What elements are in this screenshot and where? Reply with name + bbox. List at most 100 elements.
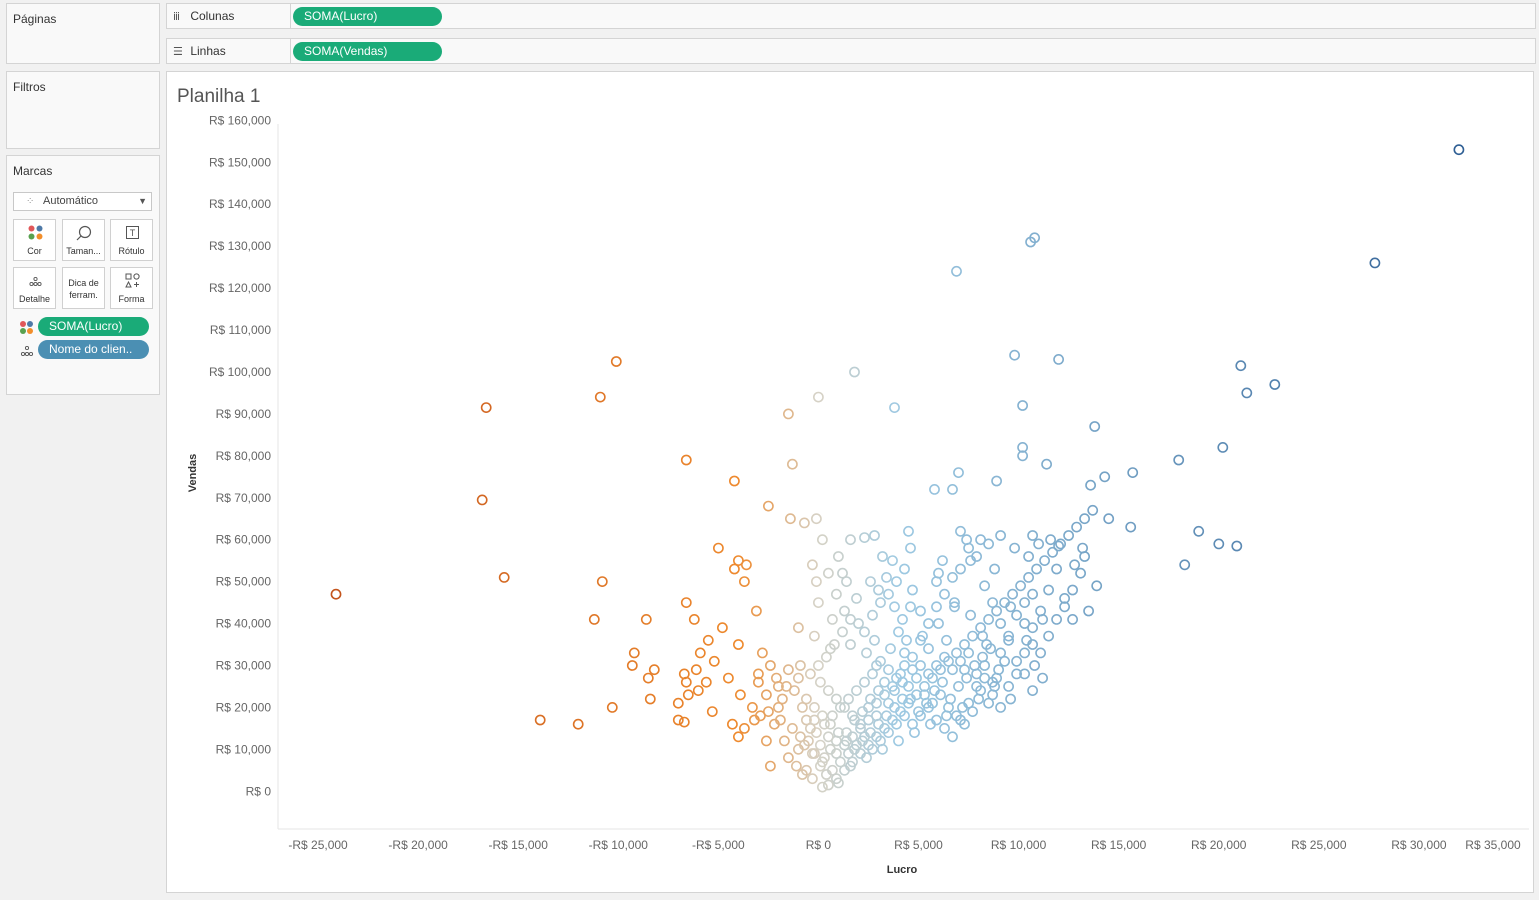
scatter-point[interactable] xyxy=(739,723,750,734)
scatter-point[interactable] xyxy=(1103,513,1115,525)
scatter-point[interactable] xyxy=(1217,441,1229,453)
scatter-point[interactable] xyxy=(907,664,918,676)
scatter-point[interactable] xyxy=(809,702,820,713)
scatter-point[interactable] xyxy=(981,639,992,650)
scatter-point[interactable] xyxy=(837,567,848,579)
scatter-point[interactable] xyxy=(1053,353,1064,365)
scatter-point[interactable] xyxy=(951,265,962,277)
scatter-point[interactable] xyxy=(761,689,772,701)
scatter-point[interactable] xyxy=(889,702,900,713)
scatter-point[interactable] xyxy=(755,710,766,722)
scatter-point[interactable] xyxy=(1041,458,1052,470)
scatter-point[interactable] xyxy=(875,655,886,667)
scatter-point[interactable] xyxy=(480,402,492,413)
scatter-point[interactable] xyxy=(1067,584,1078,596)
scatter-point[interactable] xyxy=(809,714,820,726)
scatter-point[interactable] xyxy=(594,391,606,403)
scatter-point[interactable] xyxy=(1003,630,1014,642)
scatter-point[interactable] xyxy=(965,609,976,621)
scatter-point[interactable] xyxy=(979,580,990,592)
scatter-point[interactable] xyxy=(785,513,796,525)
scatter-point[interactable] xyxy=(843,693,854,705)
scatter-point[interactable] xyxy=(1067,614,1078,625)
scatter-point[interactable] xyxy=(919,689,930,701)
scatter-point[interactable] xyxy=(753,668,764,680)
scatter-point[interactable] xyxy=(757,647,768,659)
scatter-point[interactable] xyxy=(851,739,862,751)
scatter-point[interactable] xyxy=(1063,530,1074,541)
scatter-point[interactable] xyxy=(829,639,840,650)
scatter-point[interactable] xyxy=(845,614,856,625)
scatter-point[interactable] xyxy=(783,664,794,676)
scatter-point[interactable] xyxy=(865,576,876,587)
scatter-point[interactable] xyxy=(1027,639,1038,650)
scatter-point[interactable] xyxy=(765,760,776,772)
scatter-point[interactable] xyxy=(835,756,846,768)
scatter-point[interactable] xyxy=(640,614,652,625)
scatter-point[interactable] xyxy=(943,702,954,713)
scatter-point[interactable] xyxy=(1011,655,1022,667)
scatter-point[interactable] xyxy=(1047,546,1058,558)
scatter-point[interactable] xyxy=(937,676,948,688)
scatter-point[interactable] xyxy=(899,647,910,659)
scatter-point[interactable] xyxy=(672,697,684,709)
scatter-point[interactable] xyxy=(995,618,1006,629)
scatter-point[interactable] xyxy=(923,618,934,629)
scatter-point[interactable] xyxy=(648,664,660,676)
scatter-point[interactable] xyxy=(735,689,746,701)
scatter-point[interactable] xyxy=(811,513,822,525)
scatter-point[interactable] xyxy=(747,702,758,713)
scatter-point[interactable] xyxy=(1269,379,1281,390)
scatter-point[interactable] xyxy=(817,534,828,546)
scatter-point[interactable] xyxy=(1071,521,1082,533)
scatter-point[interactable] xyxy=(959,639,970,650)
scatter-point[interactable] xyxy=(1043,584,1054,596)
scatter-point[interactable] xyxy=(877,551,888,562)
scatter-point[interactable] xyxy=(891,718,902,730)
scatter-point[interactable] xyxy=(839,739,850,751)
scatter-point[interactable] xyxy=(947,664,958,676)
scatter-point[interactable] xyxy=(596,576,608,587)
scatter-point[interactable] xyxy=(628,647,640,659)
scatter-point[interactable] xyxy=(841,576,852,587)
scatter-point[interactable] xyxy=(787,723,798,734)
scatter-point[interactable] xyxy=(931,660,942,671)
scatter-point[interactable] xyxy=(887,681,898,692)
scatter-point[interactable] xyxy=(929,483,940,495)
scatter-point[interactable] xyxy=(883,588,894,600)
scatter-point[interactable] xyxy=(989,563,1000,575)
scatter-point[interactable] xyxy=(330,588,342,600)
scatter-point[interactable] xyxy=(1075,567,1086,579)
scatter-point[interactable] xyxy=(949,597,960,608)
scatter-point[interactable] xyxy=(867,668,878,680)
scatter-point[interactable] xyxy=(933,567,944,579)
scatter-point[interactable] xyxy=(947,731,958,743)
detail-pill-customer[interactable]: Nome do clien.. xyxy=(38,340,149,359)
scatter-point[interactable] xyxy=(1033,538,1044,550)
scatter-chart[interactable]: R$ 0 R$ 10,000 R$ 20,000 R$ 30,000 R$ 40,000… xyxy=(167,72,1533,892)
scatter-point[interactable] xyxy=(729,475,740,487)
scatter-point[interactable] xyxy=(1085,479,1096,491)
scatter-point[interactable] xyxy=(971,681,982,692)
scatter-point[interactable] xyxy=(923,668,934,680)
scatter-point[interactable] xyxy=(795,660,806,671)
scatter-point[interactable] xyxy=(955,714,966,726)
scatter-point[interactable] xyxy=(869,530,880,541)
size-button[interactable]: Taman... xyxy=(62,219,105,261)
scatter-point[interactable] xyxy=(1029,660,1040,671)
scatter-point[interactable] xyxy=(733,639,744,650)
scatter-point[interactable] xyxy=(963,647,974,659)
scatter-point[interactable] xyxy=(1019,647,1030,659)
scatter-point[interactable] xyxy=(1023,551,1034,562)
scatter-point[interactable] xyxy=(847,710,858,722)
scatter-point[interactable] xyxy=(815,676,826,688)
scatter-point[interactable] xyxy=(859,676,870,688)
scatter-point[interactable] xyxy=(1059,593,1070,604)
scatter-point[interactable] xyxy=(1369,257,1381,269)
scatter-point[interactable] xyxy=(889,402,900,413)
scatter-point[interactable] xyxy=(779,735,790,747)
scatter-point[interactable] xyxy=(1025,236,1036,248)
scatter-point[interactable] xyxy=(1053,540,1064,552)
filters-panel[interactable]: Filtros xyxy=(6,71,160,149)
scatter-point[interactable] xyxy=(692,685,704,696)
